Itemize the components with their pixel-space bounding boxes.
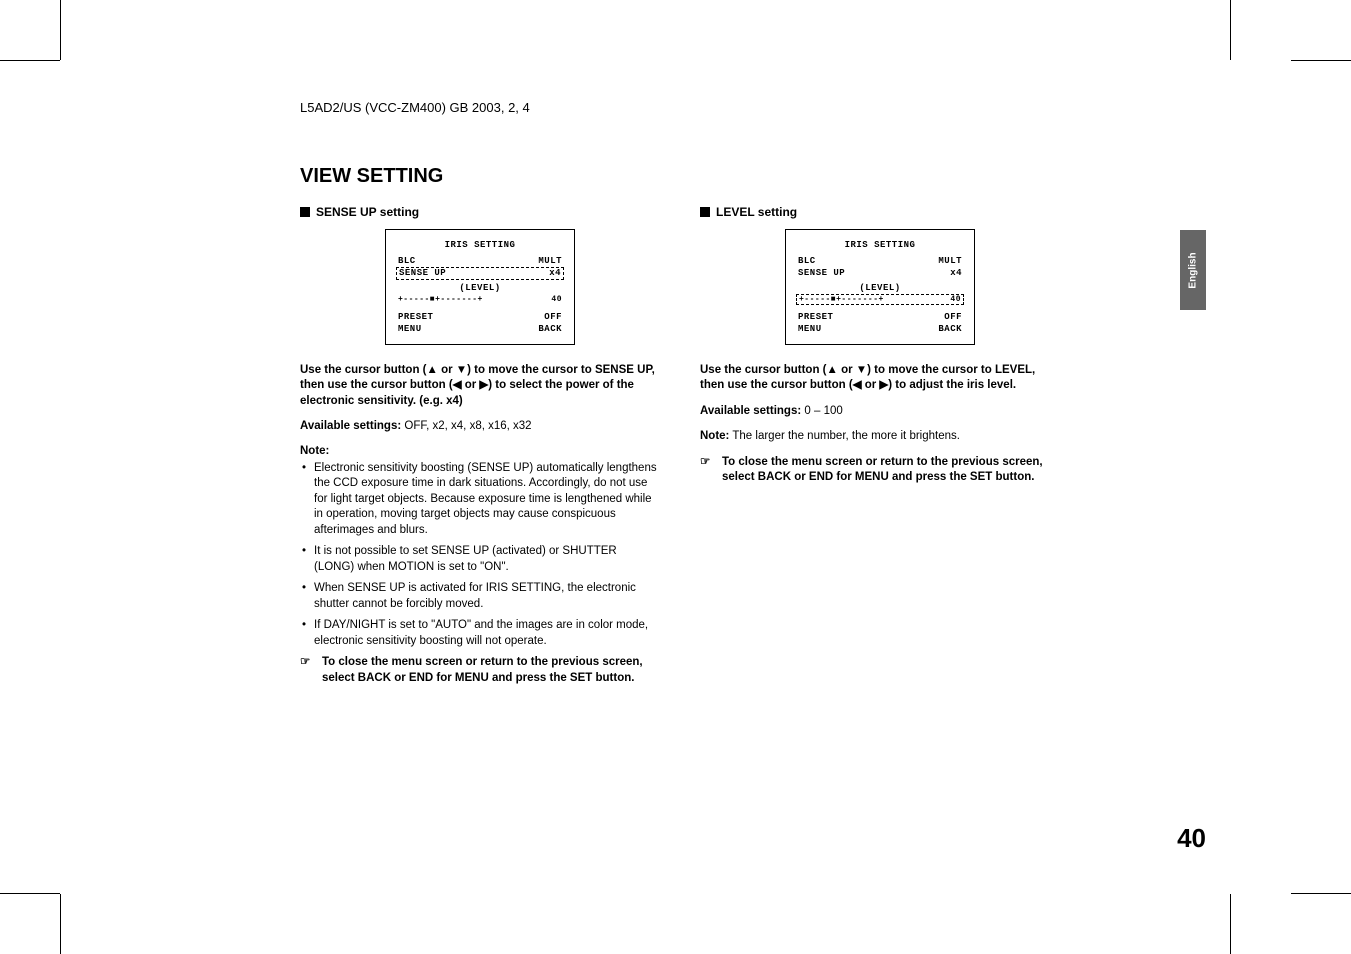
menu-title: IRIS SETTING <box>398 240 562 250</box>
language-tab-text: English <box>1188 252 1199 288</box>
menu-senseup-label: SENSE UP <box>798 268 845 280</box>
page-number: 40 <box>1177 823 1206 854</box>
close-hint: To close the menu screen or return to th… <box>300 655 660 686</box>
menu-menu-label: MENU <box>798 324 822 336</box>
menu-senseup-value: x4 <box>549 268 561 280</box>
menu-preset-value: OFF <box>944 312 962 324</box>
available-settings-line: Available settings: OFF, x2, x4, x8, x16… <box>300 419 660 435</box>
menu-senseup-value: x4 <box>950 268 962 280</box>
menu-blc-label: BLC <box>398 256 416 268</box>
level-instruction: Use the cursor button (▲ or ▼) to move t… <box>700 363 1060 394</box>
menu-senseup-label: SENSE UP <box>399 268 446 280</box>
heading-text: SENSE UP setting <box>316 205 419 219</box>
menu-title: IRIS SETTING <box>798 240 962 250</box>
available-settings-line: Available settings: 0 – 100 <box>700 404 1060 420</box>
menu-menu-label: MENU <box>398 324 422 336</box>
note-label: Note: <box>700 430 729 442</box>
available-value: 0 – 100 <box>801 405 843 417</box>
note-text: The larger the number, the more it brigh… <box>729 430 960 442</box>
menu-preset-label: PRESET <box>398 312 433 324</box>
heading-text: LEVEL setting <box>716 205 797 219</box>
crop-mark <box>1291 893 1351 894</box>
level-heading: LEVEL setting <box>700 205 1060 219</box>
page-title: VIEW SETTING <box>300 165 443 188</box>
language-tab: English <box>1180 230 1206 310</box>
note-text: It is not possible to set SENSE UP (acti… <box>314 545 617 573</box>
note-item: Electronic sensitivity boosting (SENSE U… <box>314 461 660 539</box>
crop-mark <box>60 894 61 954</box>
note-item: When SENSE UP is activated for IRIS SETT… <box>314 581 660 612</box>
note-list: Electronic sensitivity boosting (SENSE U… <box>300 461 660 650</box>
note-text: When SENSE UP is activated for IRIS SETT… <box>314 582 636 610</box>
crop-mark <box>1291 60 1351 61</box>
menu-slider-track: +-----■+-------+ <box>398 295 483 304</box>
menu-blc-value: MULT <box>938 256 962 268</box>
note-label: Note: <box>300 445 660 457</box>
note-text: Electronic sensitivity boosting (SENSE U… <box>314 462 657 536</box>
menu-back-value: BACK <box>938 324 962 336</box>
menu-slider-track: +-----■+-------+ <box>799 295 884 304</box>
close-hint: To close the menu screen or return to th… <box>700 455 1060 486</box>
menu-slider-value: 40 <box>551 295 562 304</box>
menu-preset-label: PRESET <box>798 312 833 324</box>
crop-mark <box>1230 894 1231 954</box>
menu-blc-value: MULT <box>538 256 562 268</box>
note-item: If DAY/NIGHT is set to "AUTO" and the im… <box>314 618 660 649</box>
available-label: Available settings: <box>700 405 801 417</box>
available-label: Available settings: <box>300 420 401 432</box>
crop-mark <box>1230 0 1231 60</box>
note-text: If DAY/NIGHT is set to "AUTO" and the im… <box>314 619 648 647</box>
crop-mark <box>60 0 61 60</box>
menu-preset-value: OFF <box>544 312 562 324</box>
menu-level-label: (LEVEL) <box>798 283 962 293</box>
sense-up-instruction: Use the cursor button (▲ or ▼) to move t… <box>300 363 660 410</box>
available-value: OFF, x2, x4, x8, x16, x32 <box>401 420 531 432</box>
document-header: L5AD2/US (VCC-ZM400) GB 2003, 2, 4 <box>300 100 530 115</box>
menu-level-label: (LEVEL) <box>398 283 562 293</box>
level-menu-box: IRIS SETTING BLCMULT SENSE UPx4 (LEVEL) … <box>785 229 975 345</box>
sense-up-heading: SENSE UP setting <box>300 205 660 219</box>
right-column: LEVEL setting IRIS SETTING BLC MULT SENSE… <box>700 205 1060 486</box>
crop-mark <box>0 893 60 894</box>
menu-blc-label: BLC <box>798 256 816 268</box>
left-column: SENSE UP setting IRIS SETTING BLC MULT SE… <box>300 205 660 687</box>
menu-back-value: BACK <box>538 324 562 336</box>
crop-mark <box>0 60 60 61</box>
sense-up-menu-box: IRIS SETTING BLCMULT SENSE UPx4 (LEVEL) … <box>385 229 575 345</box>
note-item: It is not possible to set SENSE UP (acti… <box>314 544 660 575</box>
menu-slider-value: 40 <box>950 295 961 304</box>
note-inline: Note: The larger the number, the more it… <box>700 429 1060 445</box>
